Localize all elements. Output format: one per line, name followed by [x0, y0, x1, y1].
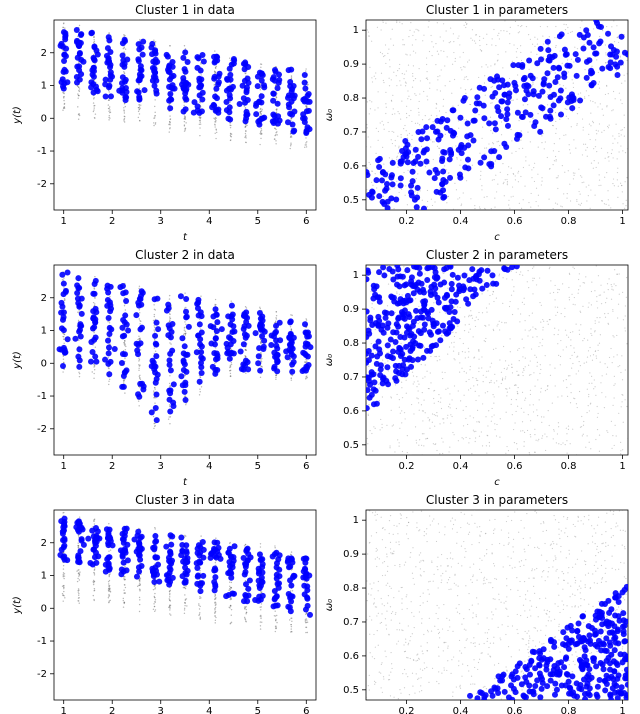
ytick-label: 0.7	[343, 372, 359, 383]
ytick-label: 1	[353, 270, 359, 281]
ytick-label: 0	[41, 358, 47, 369]
param-panel: 0.20.40.60.810.50.60.70.80.91Cluster 1 i…	[366, 20, 628, 210]
ytick-label: -2	[37, 424, 47, 435]
ylabel: ω₀	[324, 599, 335, 611]
xtick-label: 4	[206, 216, 212, 227]
axes-title: Cluster 2 in data	[135, 248, 235, 262]
ytick-label: 0.5	[343, 195, 359, 206]
ytick-label: 0.6	[343, 161, 359, 172]
xtick-label: 0.2	[399, 461, 415, 472]
ylabel: y(t)	[12, 351, 23, 370]
axes-title: Cluster 1 in parameters	[426, 3, 568, 17]
data-panel: 123456-2-1012Cluster 3 in dataty(t)	[54, 510, 316, 700]
ytick-label: 1	[41, 81, 47, 92]
ylabel: y(t)	[12, 596, 23, 615]
ylabel: ω₀	[324, 109, 335, 121]
ytick-label: 0.6	[343, 651, 359, 662]
xtick-label: 0.2	[399, 706, 415, 714]
ytick-label: 0.8	[343, 338, 359, 349]
xtick-label: 0.4	[453, 461, 469, 472]
param-panel: 0.20.40.60.810.50.60.70.80.91Cluster 2 i…	[366, 265, 628, 455]
ytick-label: -1	[37, 391, 47, 402]
xtick-label: 3	[158, 706, 164, 714]
ytick-label: 2	[41, 538, 47, 549]
xtick-label: 6	[303, 216, 309, 227]
ytick-label: 2	[41, 293, 47, 304]
xtick-label: 4	[206, 461, 212, 472]
ytick-label: 1	[41, 571, 47, 582]
xtick-label: 6	[303, 461, 309, 472]
axes-title: Cluster 3 in parameters	[426, 493, 568, 507]
xtick-label: 0.8	[561, 216, 577, 227]
xtick-label: 0.8	[561, 706, 577, 714]
figure-root: 123456-2-1012Cluster 1 in dataty(t)0.20.…	[0, 0, 640, 714]
ytick-label: -2	[37, 179, 47, 190]
ytick-label: 0.7	[343, 617, 359, 628]
xtick-label: 6	[303, 706, 309, 714]
axes-title: Cluster 2 in parameters	[426, 248, 568, 262]
xtick-label: 0.6	[507, 706, 523, 714]
xtick-label: 1	[619, 216, 625, 227]
ytick-label: -1	[37, 636, 47, 647]
xtick-label: 5	[255, 216, 261, 227]
xtick-label: 2	[109, 461, 115, 472]
ytick-label: 2	[41, 48, 47, 59]
xtick-label: 0.4	[453, 216, 469, 227]
xtick-label: 0.6	[507, 461, 523, 472]
xlabel: c	[494, 232, 500, 243]
param-panel: 0.20.40.60.810.50.60.70.80.91Cluster 3 i…	[366, 510, 628, 700]
xtick-label: 3	[158, 461, 164, 472]
ytick-label: 0.8	[343, 583, 359, 594]
ytick-label: 0.8	[343, 93, 359, 104]
xtick-label: 3	[158, 216, 164, 227]
ytick-label: 0.9	[343, 59, 359, 70]
xtick-label: 5	[255, 706, 261, 714]
data-panel: 123456-2-1012Cluster 1 in dataty(t)	[54, 20, 316, 210]
ytick-label: 1	[353, 515, 359, 526]
xtick-label: 0.8	[561, 461, 577, 472]
xtick-label: 1	[61, 461, 67, 472]
xtick-label: 0.2	[399, 216, 415, 227]
ylabel: ω₀	[324, 354, 335, 366]
ytick-label: 0.9	[343, 549, 359, 560]
ytick-label: 0.6	[343, 406, 359, 417]
ytick-label: 0	[41, 113, 47, 124]
ytick-label: 1	[41, 326, 47, 337]
data-panel: 123456-2-1012Cluster 2 in dataty(t)	[54, 265, 316, 455]
xtick-label: 1	[61, 706, 67, 714]
xtick-label: 4	[206, 706, 212, 714]
xtick-label: 2	[109, 706, 115, 714]
xtick-label: 2	[109, 216, 115, 227]
xlabel: t	[183, 477, 188, 488]
ytick-label: 0.5	[343, 440, 359, 451]
xtick-label: 1	[619, 461, 625, 472]
ylabel: y(t)	[12, 106, 23, 125]
xlabel: c	[494, 477, 500, 488]
axes-title: Cluster 3 in data	[135, 493, 235, 507]
ytick-label: 0.7	[343, 127, 359, 138]
xtick-label: 1	[619, 706, 625, 714]
axes-title: Cluster 1 in data	[135, 3, 235, 17]
xlabel: t	[183, 232, 188, 243]
xtick-label: 1	[61, 216, 67, 227]
ytick-label: 0.9	[343, 304, 359, 315]
xtick-label: 0.6	[507, 216, 523, 227]
xtick-label: 0.4	[453, 706, 469, 714]
ytick-label: 0.5	[343, 685, 359, 696]
ytick-label: -1	[37, 146, 47, 157]
xtick-label: 5	[255, 461, 261, 472]
ytick-label: 0	[41, 603, 47, 614]
ytick-label: -2	[37, 669, 47, 680]
ytick-label: 1	[353, 25, 359, 36]
